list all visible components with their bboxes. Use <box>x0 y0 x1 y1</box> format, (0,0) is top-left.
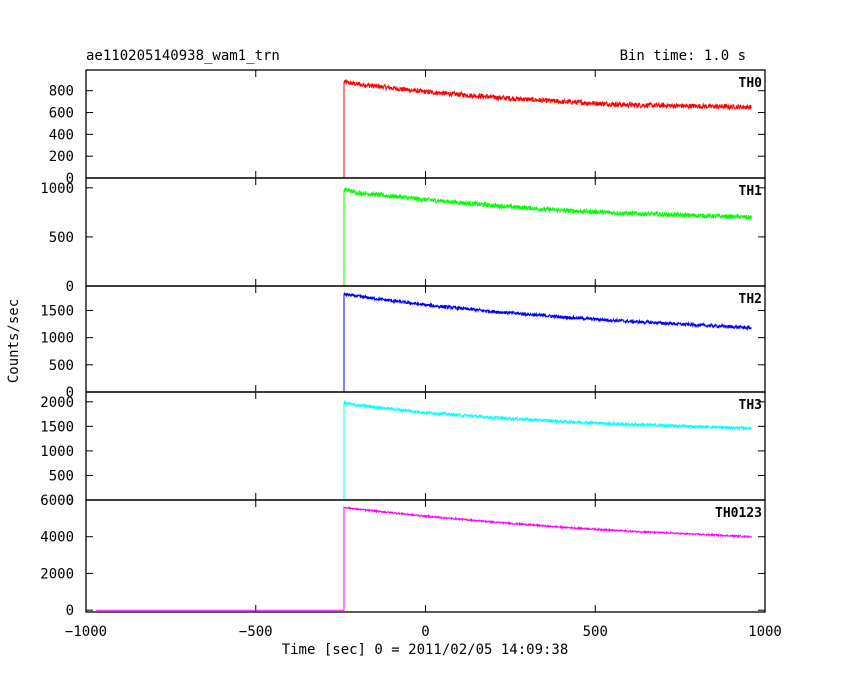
x-axis-label: Time [sec] 0 = 2011/02/05 14:09:38 <box>282 642 569 658</box>
y-tick-label: 0 <box>66 493 74 509</box>
y-tick-label: 1500 <box>40 303 74 319</box>
y-tick-label: 1000 <box>40 331 74 347</box>
panel-th3: 0 500 1000 1500 2000 TH3 <box>40 391 766 509</box>
series-line-th3 <box>96 399 752 501</box>
y-tick-label: 600 <box>49 106 74 122</box>
x-tick-label: 500 <box>583 624 608 640</box>
y-tick-label: 4000 <box>40 530 74 546</box>
x-axis: −1000 −500 0 500 1000 <box>65 624 782 640</box>
series-line-th0123 <box>96 505 752 611</box>
panels-group: 0 200 400 600 800 TH0 0 500 1000 TH1 0 500 1000 1500 T… <box>40 69 766 619</box>
panel-frame <box>85 285 766 393</box>
panel-th1: 0 500 1000 TH1 <box>40 177 766 295</box>
series-line-th1 <box>96 186 752 287</box>
y-tick-label: 1500 <box>40 419 74 435</box>
y-tick-label: 0 <box>66 385 74 401</box>
series-line-th0 <box>96 78 752 179</box>
panel-label: TH1 <box>739 184 763 199</box>
y-tick-label: 6000 <box>40 493 74 509</box>
series-line-th2 <box>96 291 752 393</box>
y-tick-label: 1000 <box>40 181 74 197</box>
panel-label: TH0123 <box>715 506 762 521</box>
x-tick-label: −500 <box>239 624 273 640</box>
panel-label: TH3 <box>739 398 762 413</box>
x-tick-label: −1000 <box>65 624 107 640</box>
y-tick-label: 200 <box>49 149 74 165</box>
bin-time-label: Bin time: 1.0 s <box>620 48 746 64</box>
panel-label: TH2 <box>739 292 762 307</box>
panel-frame <box>85 69 766 179</box>
y-tick-label: 400 <box>49 127 74 143</box>
panel-label: TH0 <box>739 76 763 91</box>
x-tick-label: 1000 <box>748 624 782 640</box>
y-tick-label: 0 <box>66 279 74 295</box>
panel-th0123: 0 2000 4000 6000 TH0123 <box>40 493 766 619</box>
y-tick-label: 0 <box>66 171 74 187</box>
y-tick-label: 800 <box>49 84 74 100</box>
y-tick-label: 500 <box>49 358 74 374</box>
panel-frame <box>85 177 766 287</box>
y-tick-label: 500 <box>49 468 74 484</box>
y-tick-label: 0 <box>66 603 74 619</box>
y-tick-label: 1000 <box>40 444 74 460</box>
panel-frame <box>85 391 766 501</box>
y-tick-label: 500 <box>49 230 74 246</box>
chart-title: ae110205140938_wam1_trn <box>86 48 280 64</box>
x-tick-label: 0 <box>421 624 429 640</box>
y-axis-label: Counts/sec <box>6 299 22 383</box>
y-tick-label: 2000 <box>40 566 74 582</box>
y-tick-label: 2000 <box>40 395 74 411</box>
panel-th0: 0 200 400 600 800 TH0 <box>49 69 766 187</box>
panel-th2: 0 500 1000 1500 TH2 <box>40 285 766 401</box>
